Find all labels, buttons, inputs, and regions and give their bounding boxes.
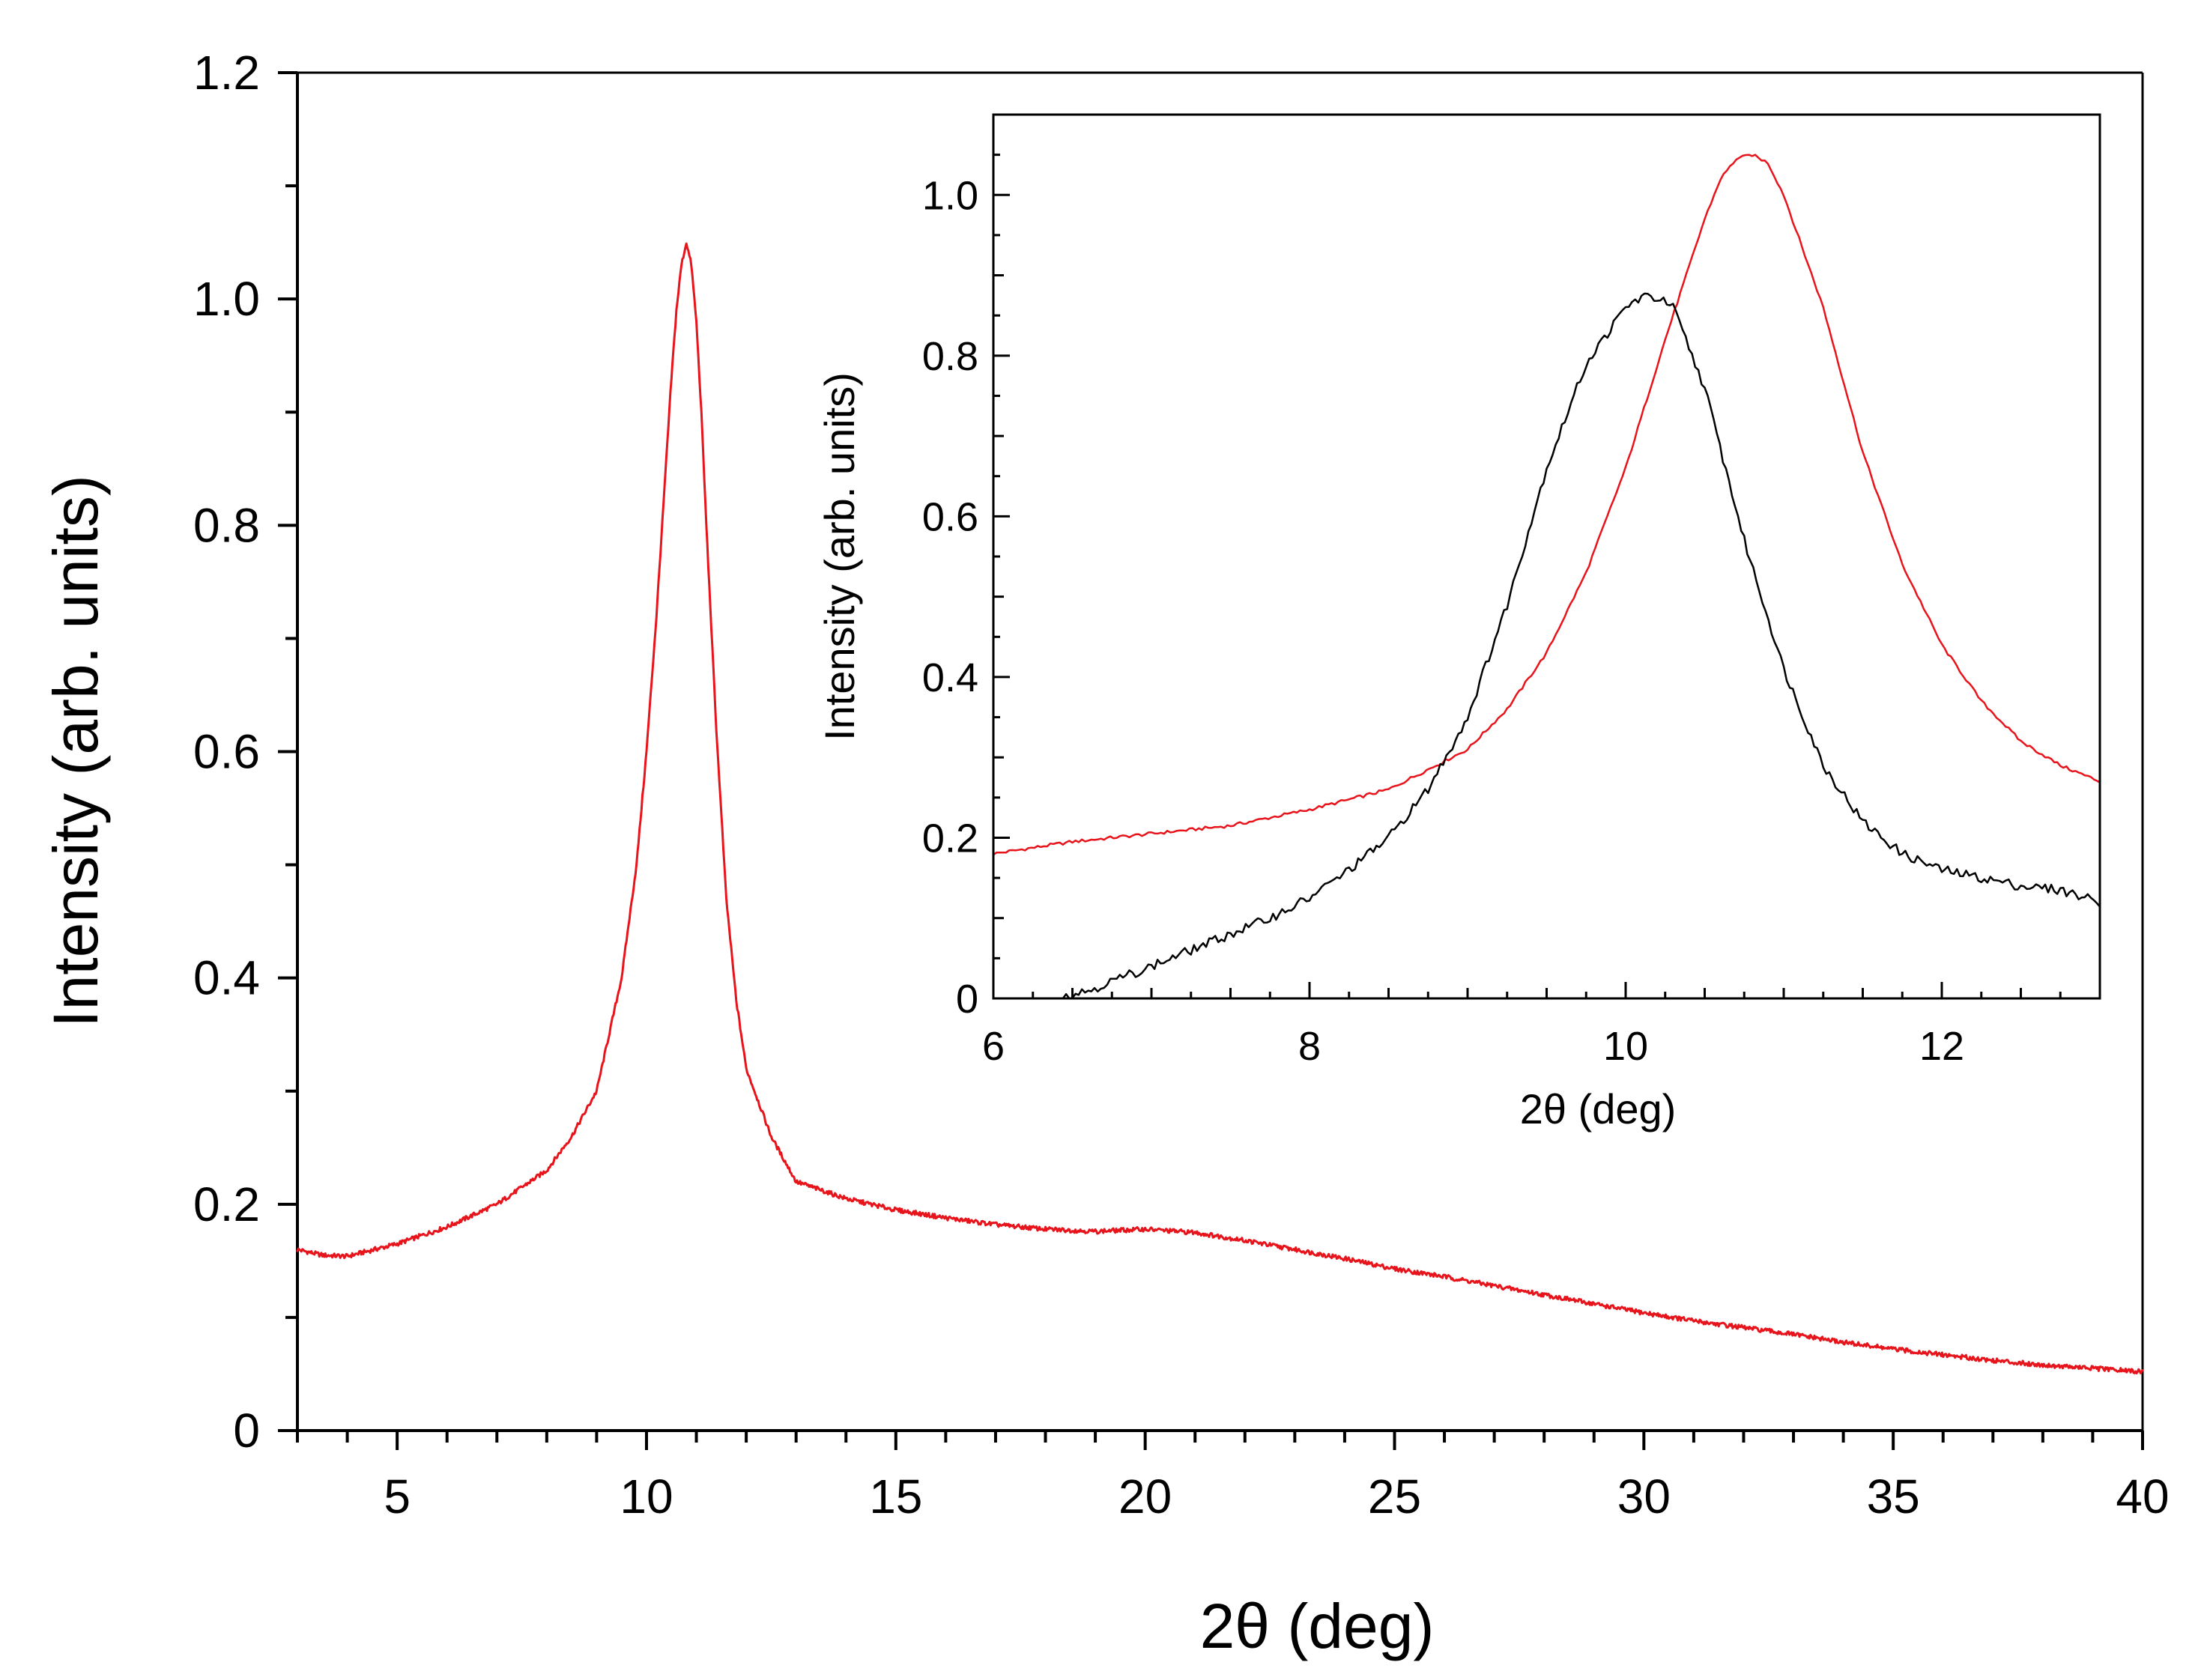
inset-series (992, 154, 2101, 1000)
inset-background (993, 115, 2100, 998)
main-chart: 5 10 15 20 25 30 35 40 0 0.2 0.4 0.6 0.8 1.0 1.2 2θ (d… (40, 46, 2170, 1661)
inset-y-tick-label: 0.2 (922, 816, 978, 861)
inset-x-tick-label: 12 (1919, 1024, 1964, 1069)
inset-series-black (1056, 292, 2101, 1000)
main-y-axis-label: Intensity (arb. units) (40, 475, 111, 1028)
main-y-tick-label: 1.0 (193, 272, 260, 326)
main-y-tick-label: 0.6 (193, 725, 260, 779)
main-x-axis-label: 2θ (deg) (1200, 1591, 1435, 1661)
main-y-tick-label: 1.2 (193, 46, 260, 100)
main-x-tick-label: 25 (1368, 1470, 1421, 1523)
main-x-tick-label: 30 (1617, 1470, 1671, 1523)
inset-y-tick-label: 0.4 (922, 655, 978, 700)
inset-ticks (992, 154, 2101, 1000)
inset-x-tick-label: 10 (1603, 1024, 1648, 1069)
main-series (296, 242, 2144, 1374)
main-y-tick-label: 0.8 (193, 498, 260, 552)
main-y-tick-label: 0.4 (193, 951, 260, 1005)
main-ticks (278, 71, 2144, 1450)
inset-x-axis-label: 2θ (deg) (1520, 1085, 1677, 1132)
inset-x-tick-label: 6 (982, 1024, 1005, 1069)
main-y-tick-label: 0.2 (193, 1177, 260, 1231)
main-x-tick-label: 40 (2116, 1470, 2169, 1523)
main-x-tick-label: 15 (869, 1470, 922, 1523)
main-y-tick-label: 0 (233, 1404, 260, 1458)
inset-y-tick-label: 1.0 (922, 173, 978, 218)
main-tick-labels: 5 10 15 20 25 30 35 40 0 0.2 0.4 0.6 0.8 1.0 1.2 (193, 46, 2170, 1523)
inset-tick-labels: 6 8 10 12 0 0.2 0.4 0.6 0.8 1.0 (922, 173, 1964, 1069)
inset-series-red (992, 154, 2101, 856)
inset-y-tick-label: 0 (956, 977, 978, 1022)
main-x-tick-label: 20 (1118, 1470, 1172, 1523)
inset-y-tick-label: 0.8 (922, 334, 978, 379)
main-series-red (296, 242, 2144, 1374)
main-x-tick-label: 35 (1867, 1470, 1920, 1523)
inset-y-tick-label: 0.6 (922, 494, 978, 539)
inset-x-tick-label: 8 (1298, 1024, 1321, 1069)
main-x-tick-label: 10 (620, 1470, 673, 1523)
main-x-tick-label: 5 (384, 1470, 411, 1523)
inset-y-axis-label: Intensity (arb. units) (816, 372, 863, 741)
inset-chart: 6 8 10 12 0 0.2 0.4 0.6 0.8 1.0 2θ (deg) Intensit… (816, 113, 2101, 1132)
